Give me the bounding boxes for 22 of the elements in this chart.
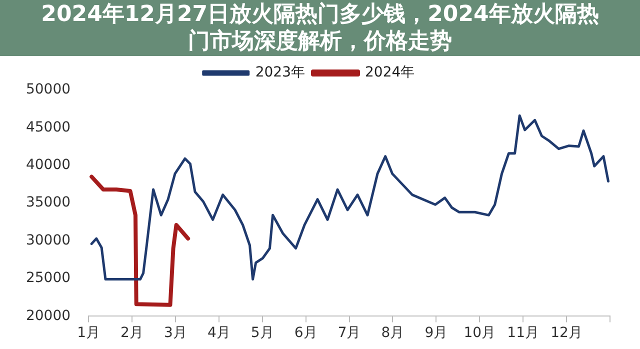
x-tick-label: 1月 <box>77 325 100 342</box>
x-tick-label: 2月 <box>120 325 144 342</box>
y-tick-label: 40000 <box>26 157 71 174</box>
x-tick-label: 8月 <box>381 325 404 342</box>
legend-label: 2024年 <box>365 64 415 81</box>
x-tick-label: 11月 <box>507 325 540 342</box>
x-tick-label: 7月 <box>338 325 361 342</box>
x-tick-label: 4月 <box>207 325 230 342</box>
y-tick-label: 45000 <box>26 119 71 136</box>
chart-title: 2024年12月27日放火隔热门多少钱，2024年放火隔热门市场深度解析，价格走势 <box>0 0 640 56</box>
y-tick-label: 25000 <box>26 270 71 286</box>
x-tick-label: 3月 <box>164 325 187 342</box>
x-tick-label: 10月 <box>464 325 496 342</box>
x-tick-label: 9月 <box>424 325 448 342</box>
y-tick-label: 30000 <box>26 232 71 248</box>
legend-label: 2023年 <box>255 64 306 81</box>
x-tick-label: 12月 <box>550 325 582 342</box>
x-tick-label: 6月 <box>294 325 318 342</box>
y-tick-label: 20000 <box>26 308 71 324</box>
y-tick-label: 35000 <box>26 194 71 211</box>
y-tick-label: 50000 <box>26 82 71 98</box>
x-tick-label: 5月 <box>250 325 274 342</box>
